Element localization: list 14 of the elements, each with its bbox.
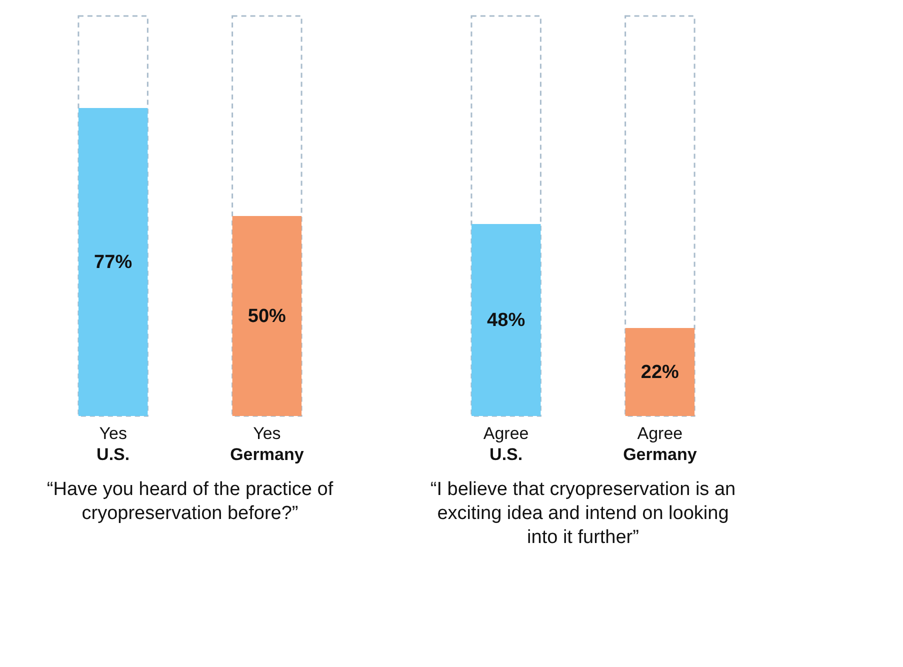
- x-tick-label: Germany: [230, 445, 304, 464]
- text: Yes: [253, 424, 281, 443]
- text: Agree: [483, 424, 529, 443]
- x-tick-label: U.S.: [490, 445, 523, 464]
- text: Agree: [637, 424, 683, 443]
- x-axis-title: “Have you heard of the practice of cryopreservation before?”: [46, 479, 334, 524]
- data-label: 77%: [94, 252, 132, 273]
- x-tick-label: U.S.: [96, 445, 130, 464]
- text: Yes: [99, 424, 127, 443]
- x-tick-label: Germany: [623, 445, 698, 464]
- data-label: 50%: [248, 306, 286, 327]
- data-label: 48%: [487, 310, 526, 331]
- data-label: 22%: [640, 362, 680, 383]
- x-axis-title: “I believe that cryopreservation is an exciting idea and intend on looking into it further”: [430, 479, 736, 548]
